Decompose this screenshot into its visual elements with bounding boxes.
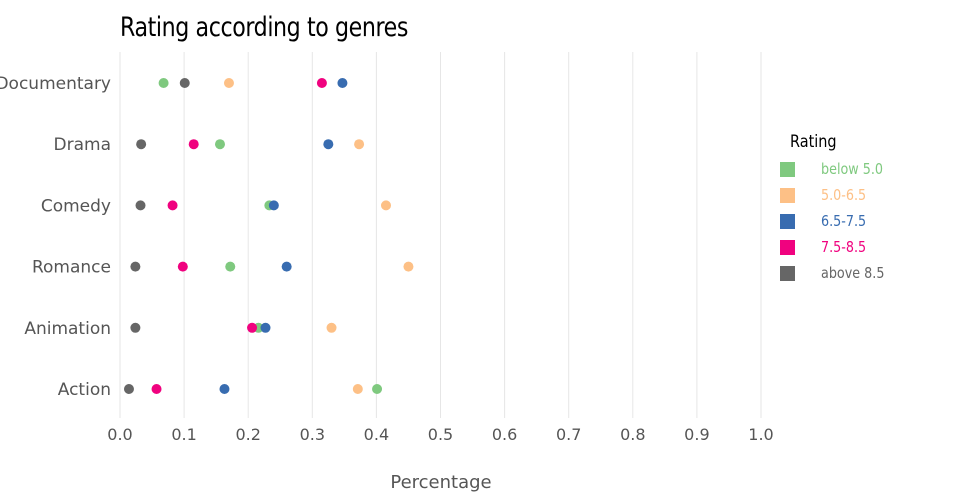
x-axis-ticks: 0.0 0.1 0.2 0.3 0.4 0.5 0.6 0.7 0.8 0.9 1.0 (107, 425, 773, 444)
legend-item: 7.5-8.5 (780, 234, 896, 260)
data-point (247, 322, 258, 333)
data-point (372, 384, 383, 394)
data-point (260, 322, 271, 333)
legend-item: 6.5-7.5 (780, 208, 896, 234)
legend-label: above 8.5 (821, 264, 885, 282)
data-point (177, 261, 188, 272)
data-point (381, 200, 392, 211)
legend: Rating below 5.0 5.0-6.5 6.5-7.5 7.5-8.5 abo… (780, 132, 896, 286)
data-point (130, 261, 141, 272)
x-tick-label: 0.8 (620, 425, 645, 444)
data-point (225, 261, 236, 272)
data-point (268, 200, 279, 211)
data-point (123, 384, 134, 394)
x-tick-label: 0.6 (492, 425, 517, 444)
data-point (136, 139, 147, 150)
x-tick-label: 0.2 (235, 425, 260, 444)
data-point (167, 200, 178, 211)
legend-label: 5.0-6.5 (821, 186, 867, 204)
data-point (188, 139, 199, 150)
x-tick-label: 0.5 (428, 425, 453, 444)
x-tick-label: 0.1 (171, 425, 196, 444)
category-label: Documentary (0, 74, 111, 94)
legend-label: 6.5-7.5 (821, 212, 867, 230)
x-tick-label: 0.4 (364, 425, 389, 444)
legend-items: below 5.0 5.0-6.5 6.5-7.5 7.5-8.5 above 8.5 (780, 156, 896, 286)
x-tick-label: 0.7 (556, 425, 581, 444)
data-point (214, 139, 225, 150)
data-point (223, 78, 234, 88)
legend-swatch (780, 213, 795, 229)
legend-swatch (780, 187, 795, 203)
legend-swatch (780, 161, 795, 177)
data-point (281, 261, 292, 272)
x-axis-label: Percentage (390, 472, 491, 493)
category-label: Comedy (41, 196, 111, 216)
category-label: Animation (24, 319, 111, 339)
x-tick-label: 1.0 (748, 425, 773, 444)
data-point (179, 78, 190, 88)
data-point (354, 139, 365, 150)
data-point (403, 261, 414, 272)
legend-swatch (780, 239, 795, 255)
grid-lines (119, 52, 762, 418)
category-label: Drama (54, 135, 111, 155)
legend-label: below 5.0 (821, 160, 884, 178)
chart-title: Rating according to genres (120, 12, 409, 43)
legend-item: above 8.5 (780, 260, 896, 286)
data-point (323, 139, 334, 150)
data-point (337, 78, 348, 88)
category-label: Action (58, 380, 111, 400)
category-label: Romance (32, 258, 111, 278)
legend-item: 5.0-6.5 (780, 182, 896, 208)
legend-swatch (780, 265, 795, 281)
data-point (219, 384, 230, 394)
y-axis-categories: Documentary Drama Comedy Romance Animation Ac… (0, 74, 111, 400)
data-point (326, 322, 337, 333)
legend-item: below 5.0 (780, 156, 896, 182)
data-points (123, 78, 414, 394)
data-point (135, 200, 146, 211)
data-point (316, 78, 327, 88)
legend-label: 7.5-8.5 (821, 238, 867, 256)
data-point (151, 384, 162, 394)
x-tick-label: 0.3 (300, 425, 325, 444)
data-point (130, 322, 141, 333)
legend-title: Rating (790, 132, 837, 152)
x-tick-label: 0.9 (684, 425, 709, 444)
x-tick-label: 0.0 (107, 425, 132, 444)
data-point (158, 78, 169, 88)
data-point (352, 384, 363, 394)
